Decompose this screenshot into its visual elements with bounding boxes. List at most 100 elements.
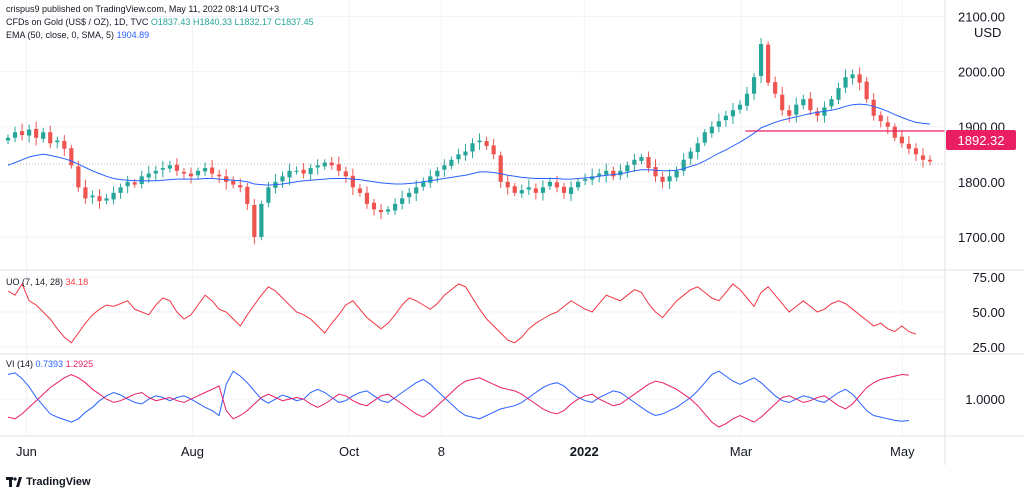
candle-body-72 — [512, 186, 517, 193]
candle-body-20 — [146, 173, 151, 178]
candle-body-7 — [55, 140, 60, 143]
price-tick-label-3: 1800.00 — [958, 175, 1005, 190]
candle-body-80 — [568, 187, 574, 194]
candle-body-55 — [393, 203, 398, 211]
candle-body-97 — [688, 151, 693, 159]
price-axis-labels: 2100.002000.001900.001800.001700.0075.00… — [958, 10, 1005, 408]
candle-body-60 — [428, 176, 433, 183]
candle-body-107 — [758, 44, 764, 77]
candle-body-108 — [766, 44, 771, 83]
candle-body-61 — [435, 170, 440, 177]
candle-body-83 — [590, 176, 595, 180]
candle-body-50 — [357, 188, 363, 193]
candle-body-71 — [505, 181, 510, 188]
footer-text: TradingView — [26, 476, 91, 488]
uo-line — [7, 282, 917, 344]
candle-body-25 — [181, 171, 187, 174]
candle-body-41 — [294, 170, 299, 172]
candle-body-6 — [48, 132, 53, 144]
candle-body-82 — [583, 179, 588, 181]
candle-body-104 — [737, 104, 743, 110]
candle-body-130 — [920, 155, 926, 160]
ohlc-high: H1840.33 — [192, 17, 232, 27]
ohlc-close: C1837.45 — [274, 17, 314, 27]
vi-plus-line — [7, 370, 909, 423]
candle-body-10 — [76, 166, 81, 188]
candle-body-117 — [829, 99, 834, 107]
candle-body-87 — [618, 170, 623, 176]
candle-body-105 — [744, 93, 750, 106]
candle-body-98 — [695, 143, 700, 153]
symbol-line: CFDs on Gold (US$ / OZ), 1D, TVC O1837.4… — [6, 17, 314, 27]
uo-tick-label-1: 50.00 — [972, 305, 1005, 320]
grid-lines — [0, 0, 945, 436]
candle-body-18 — [132, 182, 137, 185]
ema-line — [7, 103, 931, 186]
ema-value: 1904.89 — [116, 30, 150, 40]
candle-body-76 — [540, 187, 545, 193]
time-tick-label-0: Jun — [16, 444, 37, 459]
candle-body-11 — [83, 187, 88, 199]
candle-body-34 — [245, 186, 250, 204]
candle-body-115 — [815, 111, 820, 116]
time-tick-label-1: Aug — [181, 444, 204, 459]
candle-body-0 — [5, 137, 11, 141]
candle-body-49 — [350, 175, 355, 188]
candle-body-70 — [498, 155, 503, 182]
candle-body-3 — [27, 129, 32, 136]
candle-body-74 — [526, 187, 531, 190]
candle-body-39 — [280, 176, 285, 182]
vi-label: VI (14) — [6, 359, 34, 369]
candle-body-66 — [470, 143, 475, 152]
candle-body-16 — [118, 187, 123, 193]
candle-body-4 — [34, 128, 39, 138]
symbol-name: CFDs on Gold (US$ / OZ), 1D, TVC — [6, 17, 149, 27]
candle-body-128 — [906, 143, 911, 149]
ema-label: EMA (50, close, 0, SMA, 5) — [6, 30, 115, 40]
time-axis-labels: Jun Aug Oct 8 2022 Mar May — [16, 444, 915, 459]
price-badge: 1892.32 — [958, 133, 1005, 148]
candle-body-45 — [322, 162, 327, 167]
candle-body-68 — [484, 141, 489, 147]
candle-body-92 — [653, 166, 658, 177]
candle-body-24 — [174, 164, 180, 171]
candle-body-5 — [41, 132, 46, 139]
candle-body-62 — [442, 165, 447, 170]
time-tick-label-2: Oct — [339, 444, 360, 459]
candle-body-27 — [195, 170, 201, 176]
price-tick-label-0: 2100.00 — [958, 10, 1005, 25]
candle-body-84 — [597, 173, 602, 176]
candle-body-101 — [716, 121, 721, 127]
tradingview-logo-icon — [6, 477, 22, 487]
price-tick-label-1: 2000.00 — [958, 65, 1005, 80]
candle-body-37 — [266, 187, 271, 203]
uo-tick-label-0: 75.00 — [972, 270, 1005, 285]
candle-body-126 — [892, 126, 897, 138]
candle-body-99 — [702, 132, 707, 143]
candle-body-119 — [843, 77, 848, 88]
candle-body-79 — [561, 186, 567, 193]
candle-body-109 — [773, 82, 778, 94]
candle-body-35 — [252, 204, 257, 237]
ohlc-low: L1832.17 — [234, 17, 273, 27]
candle-body-9 — [69, 148, 74, 166]
candle-body-56 — [400, 198, 405, 204]
candle-body-36 — [259, 203, 264, 237]
candle-body-123 — [871, 99, 876, 116]
footer-brand[interactable]: TradingView — [6, 476, 91, 488]
candle-body-78 — [554, 182, 560, 188]
candle-body-32 — [231, 180, 236, 185]
candle-body-22 — [160, 168, 165, 170]
candle-body-106 — [751, 77, 757, 94]
candle-body-91 — [646, 157, 651, 169]
candle-body-81 — [575, 181, 581, 188]
vi-plus-value: 0.7393 — [35, 359, 64, 369]
candle-body-54 — [385, 209, 391, 212]
candle-body-65 — [463, 151, 468, 156]
candle-body-31 — [224, 176, 229, 182]
candle-body-42 — [301, 169, 306, 174]
candle-body-100 — [709, 126, 714, 134]
candle-body-131 — [927, 159, 933, 162]
candle-body-122 — [864, 81, 869, 100]
